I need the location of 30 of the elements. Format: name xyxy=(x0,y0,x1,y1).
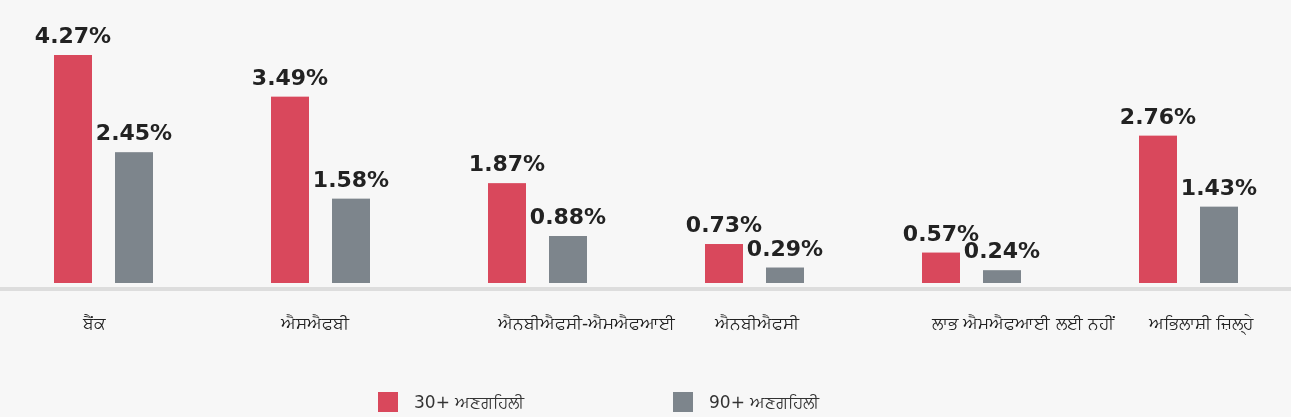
x-tick-label: ਐਨਬੀਐਫਸੀ xyxy=(715,312,801,334)
x-tick-label: ਐਨਬੀਐਫਸੀ-ਐਮਐਫਆਈ xyxy=(498,312,677,334)
x-tick-label: ਅਭਿਲਾਸ਼ੀ ਜ਼ਿਲ੍ਹੇ xyxy=(1149,312,1255,334)
bar xyxy=(922,252,960,283)
data-label: 2.45% xyxy=(95,120,173,146)
bar xyxy=(54,55,92,283)
data-label: 0.29% xyxy=(746,235,824,261)
bar xyxy=(488,183,526,283)
legend-label: 30+ ਅਣਗਹਿਲੀ xyxy=(414,392,525,412)
bar xyxy=(271,96,309,283)
x-tick-label: ਲਾਭ ਐਮਐਫਆਈ ਲਈ ਨਹੀਂ xyxy=(932,312,1116,334)
data-label: 1.58% xyxy=(312,166,390,192)
data-label: 4.27% xyxy=(34,23,112,48)
bar xyxy=(766,267,804,283)
bar xyxy=(549,236,587,283)
bar xyxy=(705,244,743,283)
data-label: 0.73% xyxy=(685,212,763,238)
data-label: 1.87% xyxy=(468,151,546,177)
bar xyxy=(1139,135,1177,283)
x-tick-label: ਐਸਐਫਬੀ xyxy=(281,312,351,334)
data-label: 3.49% xyxy=(251,64,329,90)
bar xyxy=(983,270,1021,283)
data-label: 2.76% xyxy=(1119,103,1197,129)
x-tick-label: ਬੈਂਕ xyxy=(83,312,107,334)
legend-label: 90+ ਅਣਗਹਿਲੀ xyxy=(709,392,820,412)
bar xyxy=(332,198,370,283)
bar xyxy=(115,152,153,283)
bar xyxy=(1200,206,1238,283)
data-label: 1.43% xyxy=(1180,174,1258,200)
data-label: 0.88% xyxy=(529,204,607,230)
